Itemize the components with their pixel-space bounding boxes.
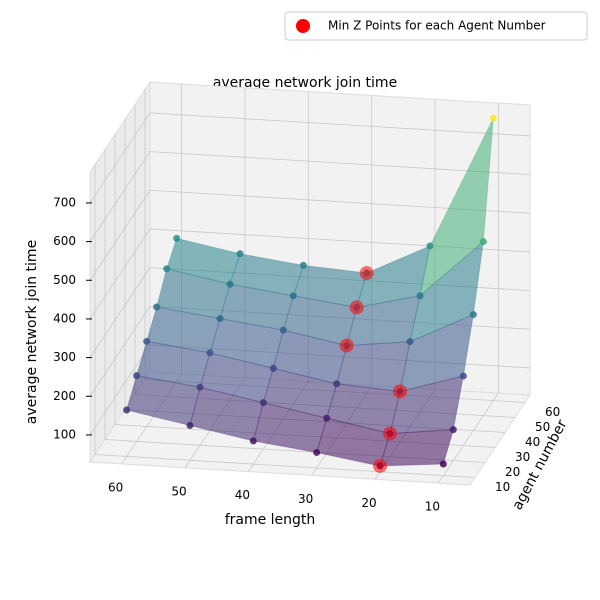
z-tick-label: 600 — [53, 234, 76, 248]
grid-line — [89, 306, 151, 397]
x-tick-label: 60 — [108, 480, 123, 494]
data-point — [163, 265, 171, 273]
x-tick-label: 30 — [298, 492, 313, 506]
data-point — [143, 337, 151, 345]
z-tick-label: 700 — [53, 195, 76, 209]
data-point — [479, 238, 487, 246]
data-point — [489, 114, 497, 122]
legend-marker — [296, 19, 310, 33]
min-point — [349, 300, 364, 315]
y-tick-label: 40 — [525, 435, 540, 449]
data-point — [313, 448, 321, 456]
data-point — [259, 399, 267, 407]
data-point — [426, 242, 434, 250]
x-tick-label: 50 — [171, 484, 186, 498]
data-point — [206, 349, 214, 357]
data-point — [406, 338, 414, 346]
chart-title: average network join time — [213, 75, 397, 91]
data-point — [196, 383, 204, 391]
x-tick-label: 20 — [361, 496, 376, 510]
grid-line — [89, 151, 151, 242]
grid-line — [89, 344, 151, 436]
y-tick-label: 20 — [505, 465, 520, 479]
min-point — [383, 426, 397, 441]
y-tick-label: 10 — [495, 480, 510, 494]
data-point — [449, 426, 457, 434]
grid-line — [438, 392, 499, 484]
data-point — [216, 315, 224, 323]
grid-line — [149, 151, 531, 175]
y-tick-label: 60 — [545, 405, 560, 419]
grid-line — [149, 112, 531, 137]
legend-box — [284, 11, 588, 41]
data-point — [249, 437, 257, 445]
data-point — [153, 303, 161, 311]
data-point — [333, 380, 341, 388]
min-point — [373, 458, 387, 473]
y-tick-label: 30 — [515, 450, 530, 464]
data-point — [279, 326, 287, 334]
data-point — [416, 292, 424, 300]
grid-line — [94, 454, 476, 478]
data-point — [459, 372, 467, 380]
data-point — [226, 280, 234, 288]
data-point — [289, 292, 297, 300]
grid-line — [89, 267, 151, 358]
grid-line — [89, 112, 151, 204]
x-tick-label: 10 — [425, 500, 440, 514]
z-tick-label: 100 — [53, 427, 76, 441]
data-point — [236, 250, 244, 258]
data-point — [186, 421, 194, 429]
x-tick-label: 40 — [235, 488, 250, 502]
min-point — [393, 384, 407, 399]
z-tick-label: 300 — [53, 350, 76, 364]
data-point — [133, 372, 141, 380]
z-axis-label: average network join time — [24, 240, 40, 424]
z-tick-label: 500 — [53, 273, 76, 287]
min-point — [359, 266, 374, 281]
grid-line — [89, 190, 151, 281]
data-point — [299, 261, 307, 269]
data-point — [323, 414, 331, 422]
data-point — [269, 364, 277, 372]
x-axis-label: frame length — [225, 512, 316, 528]
z-tick-label: 400 — [53, 311, 76, 325]
data-point — [469, 311, 477, 319]
z-tick-label: 200 — [53, 389, 76, 403]
min-point — [339, 338, 354, 353]
data-point — [439, 460, 447, 468]
legend-label: Min Z Points for each Agent Number — [328, 19, 546, 33]
grid-line — [89, 228, 151, 320]
data-point — [173, 234, 181, 242]
data-point — [123, 406, 131, 414]
y-tick-label: 50 — [535, 420, 550, 434]
